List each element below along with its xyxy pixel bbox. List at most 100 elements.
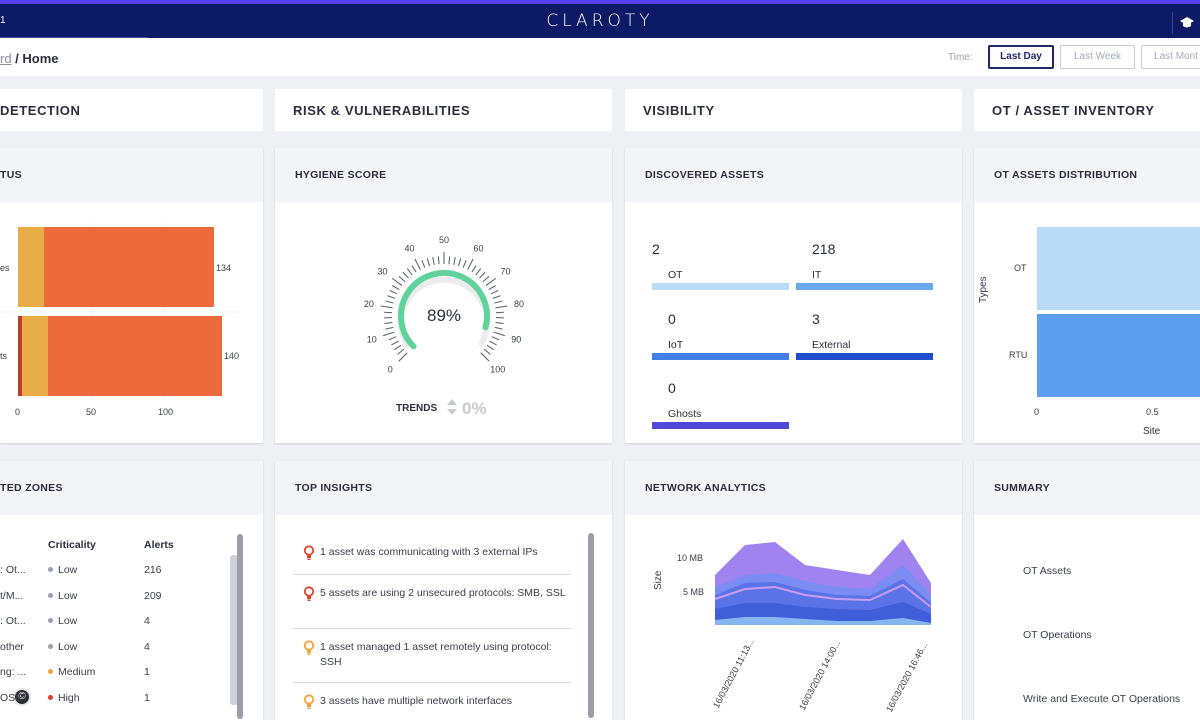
gauge-tick [406, 268, 413, 276]
insight-item[interactable]: 1 asset managed 1 asset remotely using p… [293, 640, 571, 670]
gauge-tick [392, 285, 400, 290]
gauge-tick [475, 268, 482, 276]
insight-item[interactable]: 5 assets are using 2 unsecured protocols… [293, 586, 571, 601]
academy-cap-icon[interactable] [1172, 12, 1200, 34]
network-y-tick: 5 MB [683, 587, 705, 597]
distribution-x-tick: 0.5 [1146, 407, 1159, 417]
time-last-week-button[interactable]: Last Week [1060, 45, 1135, 69]
status-axis-tick: 0 [15, 407, 21, 417]
discovered-assets-card: DISCOVERED ASSETS 2 OT 218 IT 0 IoT 3 Ex… [625, 148, 962, 443]
asset-bar [652, 422, 789, 429]
card-title: SUMMARY [974, 461, 1200, 515]
gauge-tick-label: 100 [490, 365, 505, 375]
gauge-tick [495, 311, 504, 314]
distribution-bar-rtu[interactable] [1037, 314, 1200, 397]
asset-tile-iot[interactable]: 0 IoT [652, 311, 789, 360]
status-bar-1-minor[interactable] [18, 227, 44, 307]
gauge-tick [491, 336, 500, 341]
zone-name[interactable]: : Ot... [0, 564, 26, 576]
zones-card: TED ZONES Criticality Alerts © : Ot... Lo… [0, 461, 263, 720]
zone-name[interactable]: other [0, 640, 24, 653]
asset-tile-ot[interactable]: 2 OT [652, 241, 789, 290]
gauge-tick [385, 326, 394, 330]
gauge-tick-label: 90 [511, 334, 521, 344]
breadcrumb-dashboard-link[interactable]: rd [0, 51, 12, 66]
zones-scroll-thumb[interactable] [237, 534, 243, 719]
criticality-dot-icon [48, 694, 53, 700]
zone-alerts: 4 [144, 640, 150, 653]
summary-card: SUMMARY OT Assets OT Operations Write an… [974, 461, 1200, 720]
hygiene-gauge: 0 10 20 30 40 50 60 70 80 90 100 [364, 235, 524, 375]
insight-item[interactable]: 3 assets have multiple network interface… [293, 694, 571, 709]
distribution-y-label: Types [978, 276, 989, 303]
gauge-tick [382, 331, 395, 337]
asset-tile-ghosts[interactable]: 0 Ghosts [652, 380, 789, 429]
network-analytics-card: NETWORK ANALYTICS Size 10 MB 5 MB 16/03/… [625, 461, 962, 720]
distribution-bar-ot[interactable] [1037, 227, 1200, 310]
gauge-tick [380, 305, 393, 309]
summary-item-write-execute[interactable]: Write and Execute OT Operations [1023, 693, 1181, 705]
time-last-month-button[interactable]: Last Mont [1141, 45, 1200, 69]
card-title: TUS [0, 148, 263, 202]
criticality-dot-icon [48, 592, 53, 598]
network-x-tick: 16/03/2020 14:00... [797, 638, 843, 712]
card-title: DISCOVERED ASSETS [625, 148, 962, 202]
gauge-tick [480, 352, 490, 362]
lightbulb-icon [303, 586, 315, 601]
status-bar-2-minor[interactable] [22, 316, 48, 396]
network-y-tick: 10 MB [677, 553, 704, 563]
section-ot-asset-inventory: OT / ASSET INVENTORY [974, 89, 1200, 131]
gauge-tick-label: 40 [404, 243, 414, 253]
zone-name[interactable]: ng: ... [0, 666, 27, 678]
summary-item-ot-assets[interactable]: OT Assets [1023, 565, 1072, 577]
gauge-tick [384, 322, 393, 325]
summary-item-ot-operations[interactable]: OT Operations [1023, 629, 1092, 641]
insight-divider [293, 682, 571, 683]
zone-criticality: Low [48, 641, 77, 653]
status-row-label: es [0, 263, 10, 273]
zone-criticality: Low [48, 615, 77, 627]
hygiene-score-value: 89% [426, 306, 462, 325]
gauge-tick [482, 275, 490, 282]
gauge-tick [398, 352, 408, 362]
status-bar-2-main[interactable] [48, 316, 222, 396]
gauge-tick [414, 258, 421, 270]
distribution-row-label: RTU [1009, 350, 1028, 360]
asset-tile-it[interactable]: 218 IT [796, 241, 933, 290]
zone-alerts: 216 [144, 564, 162, 576]
gauge-tick [391, 340, 399, 346]
zone-alerts: 1 [144, 691, 150, 704]
status-bar-1-main[interactable] [44, 227, 214, 307]
top-insights-card: TOP INSIGHTS 1 asset was communicating w… [275, 461, 612, 720]
section-risk-vulnerabilities: RISK & VULNERABILITIES [275, 89, 612, 131]
zone-name[interactable]: : Ot... [0, 615, 26, 627]
asset-tile-external[interactable]: 3 External [796, 311, 933, 360]
gauge-tick [394, 344, 402, 351]
gauge-tick [384, 311, 393, 314]
breadcrumb: rd / Home [0, 51, 59, 66]
gauge-tick [388, 336, 397, 341]
gauge-tick [437, 256, 440, 265]
gauge-tick [486, 344, 494, 351]
gauge-tick [448, 256, 451, 265]
nav-partial-text[interactable]: 1 [0, 15, 6, 26]
zones-col-criticality: Criticality [48, 539, 96, 551]
gauge-tick-label: 80 [514, 299, 524, 309]
gauge-tick [397, 348, 405, 355]
criticality-dot-icon [48, 669, 53, 674]
zone-alerts: 209 [144, 589, 162, 602]
network-x-tick: 16/03/2020 11:13... [711, 637, 756, 710]
gauge-tick [471, 265, 477, 273]
insight-item[interactable]: 1 asset was communicating with 3 externa… [293, 545, 571, 560]
criticality-dot-icon [48, 567, 53, 572]
insights-scrollbar[interactable] [588, 533, 594, 718]
zones-scrollbar[interactable] [230, 555, 238, 705]
card-title: TED ZONES [0, 461, 263, 515]
zone-name[interactable]: t/M... [0, 589, 24, 602]
gauge-tick [391, 277, 403, 286]
network-area-series-5[interactable] [715, 617, 931, 625]
zone-name[interactable]: OSE [0, 691, 23, 704]
status-bar-2-high[interactable] [18, 316, 22, 396]
time-last-day-button[interactable]: Last Day [988, 45, 1054, 69]
criticality-dot-icon [48, 618, 53, 623]
